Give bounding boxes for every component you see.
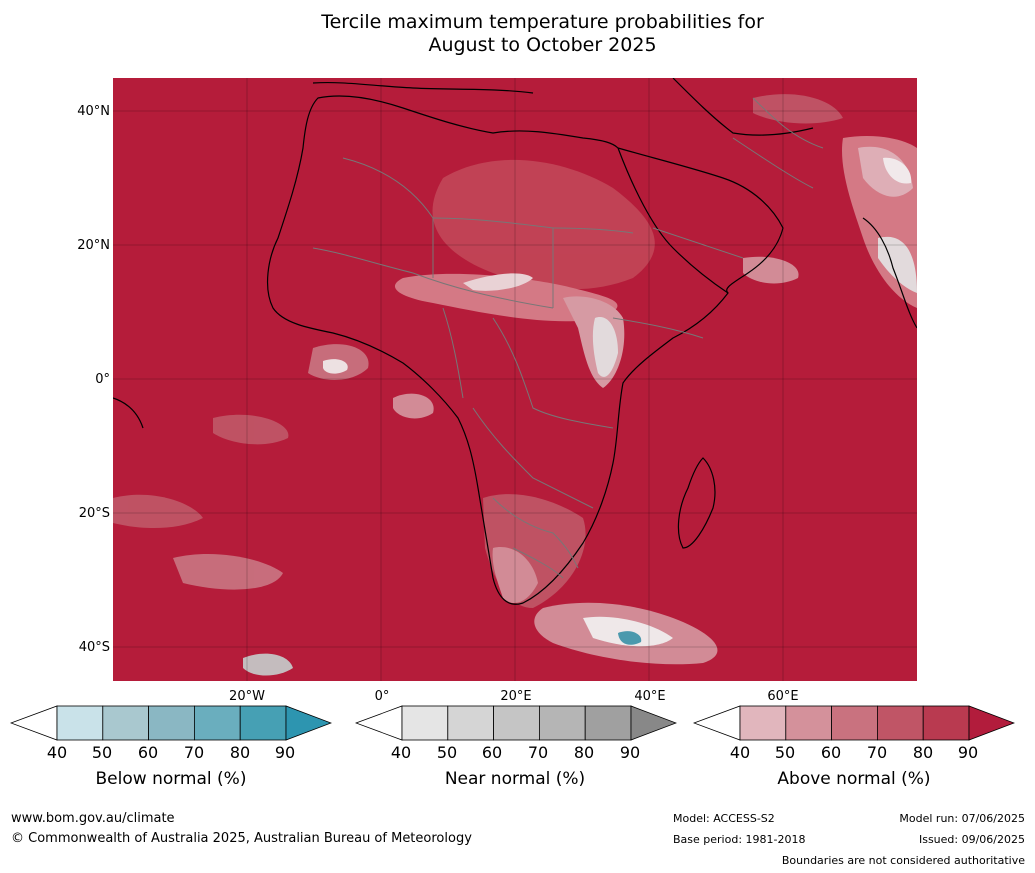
cbar-below-tick-50: 50	[91, 743, 113, 762]
cbar-above-tick-80: 80	[912, 743, 934, 762]
footer-model: Model: ACCESS-S2	[673, 812, 775, 825]
lat-label-0: 0°	[95, 372, 110, 387]
colorbar-above-segment	[785, 705, 833, 741]
cbar-above-tick-70: 70	[866, 743, 888, 762]
chart-title-line2: August to October 2025	[428, 34, 657, 56]
footer-disclaimer: Boundaries are not considered authoritat…	[781, 854, 1025, 867]
cbar-below-tick-80: 80	[229, 743, 251, 762]
colorbar-above-segment	[876, 705, 924, 741]
colorbar-below-segment	[102, 705, 150, 741]
colorbar-above-segment	[739, 705, 787, 741]
colorbar-above-min-extend	[693, 705, 741, 741]
colorbar-below-segment	[56, 705, 104, 741]
colorbar-below-min-extend	[10, 705, 58, 741]
cbar-above-tick-40: 40	[729, 743, 751, 762]
africa-map	[113, 78, 917, 681]
colorbar-near-normal	[355, 705, 677, 741]
cbar-above-tick-90: 90	[957, 743, 979, 762]
lon-label-40e: 40°E	[634, 689, 666, 704]
cbar-near-tick-50: 50	[436, 743, 458, 762]
graticule	[113, 78, 917, 681]
cbar-below-tick-40: 40	[46, 743, 68, 762]
cbar-below-tick-60: 60	[137, 743, 159, 762]
colorbar-near-max-extend	[630, 705, 677, 741]
cbar-below-tick-70: 70	[183, 743, 205, 762]
colorbar-near-segment	[493, 705, 540, 741]
colorbar-label-above: Above normal (%)	[777, 769, 931, 789]
lat-label-20s: 20°S	[78, 506, 110, 521]
lon-label-20w: 20°W	[229, 689, 265, 704]
footer-url: www.bom.gov.au/climate	[11, 811, 175, 826]
colorbar-above-max-extend	[968, 705, 1015, 741]
colorbar-above-segment	[922, 705, 970, 741]
cbar-above-tick-60: 60	[820, 743, 842, 762]
colorbar-near-segment	[538, 705, 586, 741]
lat-label-40s: 40°S	[78, 640, 110, 655]
lon-label-60e: 60°E	[767, 689, 799, 704]
colorbar-near-segment	[447, 705, 495, 741]
cbar-near-tick-90: 90	[619, 743, 641, 762]
colorbar-below-segment	[239, 705, 287, 741]
chart-title-line1: Tercile maximum temperature probabilitie…	[321, 11, 764, 33]
colorbar-near-segment	[401, 705, 449, 741]
cbar-near-tick-60: 60	[481, 743, 503, 762]
colorbar-above-normal	[693, 705, 1015, 741]
colorbar-below-max-extend	[285, 705, 332, 741]
cbar-near-tick-40: 40	[390, 743, 412, 762]
cbar-near-tick-80: 80	[573, 743, 595, 762]
lat-label-20n: 20°N	[77, 238, 110, 253]
lat-label-40n: 40°N	[77, 104, 110, 119]
colorbar-label-below: Below normal (%)	[95, 769, 247, 789]
country-borders	[312, 97, 824, 579]
colorbar-above-segment	[831, 705, 878, 741]
lon-label-20e: 20°E	[500, 689, 532, 704]
cbar-above-tick-50: 50	[774, 743, 796, 762]
colorbar-near-segment	[584, 705, 632, 741]
colorbar-below-segment	[193, 705, 241, 741]
coastlines	[113, 78, 917, 605]
footer-base-period: Base period: 1981-2018	[673, 833, 806, 846]
colorbar-near-min-extend	[355, 705, 403, 741]
footer-issued: Issued: 09/06/2025	[918, 833, 1025, 846]
footer-copyright: © Commonwealth of Australia 2025, Austra…	[11, 831, 472, 846]
lon-label-0: 0°	[374, 689, 390, 704]
colorbar-label-near: Near normal (%)	[444, 769, 586, 789]
footer-model-run: Model run: 07/06/2025	[899, 812, 1025, 825]
colorbar-below-normal	[10, 705, 332, 741]
cbar-near-tick-70: 70	[527, 743, 549, 762]
colorbar-below-segment	[148, 705, 195, 741]
cbar-below-tick-90: 90	[274, 743, 296, 762]
